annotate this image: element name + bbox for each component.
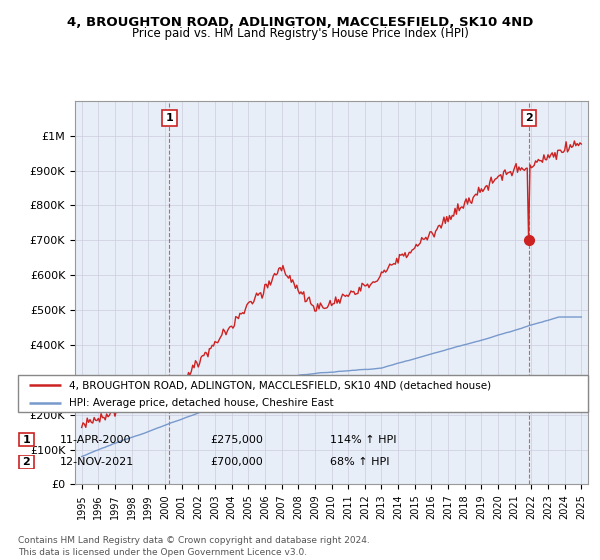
Text: £275,000: £275,000 <box>210 435 263 445</box>
Text: HPI: Average price, detached house, Cheshire East: HPI: Average price, detached house, Ches… <box>70 398 334 408</box>
Text: Price paid vs. HM Land Registry's House Price Index (HPI): Price paid vs. HM Land Registry's House … <box>131 27 469 40</box>
FancyBboxPatch shape <box>19 455 34 469</box>
Text: 1: 1 <box>166 113 173 123</box>
Text: £700,000: £700,000 <box>210 457 263 467</box>
Text: Contains HM Land Registry data © Crown copyright and database right 2024.
This d: Contains HM Land Registry data © Crown c… <box>18 536 370 557</box>
Text: 2: 2 <box>23 457 30 467</box>
Text: 1: 1 <box>23 435 30 445</box>
Text: 114% ↑ HPI: 114% ↑ HPI <box>330 435 397 445</box>
Text: 4, BROUGHTON ROAD, ADLINGTON, MACCLESFIELD, SK10 4ND: 4, BROUGHTON ROAD, ADLINGTON, MACCLESFIE… <box>67 16 533 29</box>
Text: 12-NOV-2021: 12-NOV-2021 <box>60 457 134 467</box>
Text: 68% ↑ HPI: 68% ↑ HPI <box>330 457 389 467</box>
Text: 2: 2 <box>526 113 533 123</box>
Text: 4, BROUGHTON ROAD, ADLINGTON, MACCLESFIELD, SK10 4ND (detached house): 4, BROUGHTON ROAD, ADLINGTON, MACCLESFIE… <box>70 380 491 390</box>
FancyBboxPatch shape <box>19 433 34 446</box>
FancyBboxPatch shape <box>18 375 588 412</box>
Text: 11-APR-2000: 11-APR-2000 <box>60 435 131 445</box>
